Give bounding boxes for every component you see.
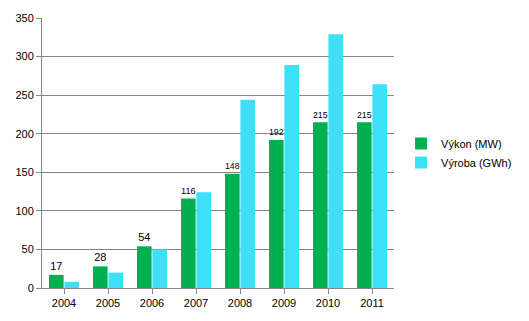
svg-text:100: 100 [15, 205, 33, 217]
svg-text:116: 116 [181, 186, 196, 196]
svg-text:2006: 2006 [140, 297, 164, 309]
svg-text:150: 150 [15, 166, 33, 178]
svg-text:50: 50 [22, 243, 34, 255]
svg-text:2008: 2008 [228, 297, 252, 309]
svg-text:2005: 2005 [96, 297, 120, 309]
svg-text:2009: 2009 [272, 297, 296, 309]
svg-text:215: 215 [357, 110, 372, 120]
svg-text:54: 54 [138, 231, 150, 243]
svg-text:2004: 2004 [52, 297, 76, 309]
svg-text:250: 250 [15, 89, 33, 101]
svg-text:215: 215 [313, 110, 328, 120]
svg-text:2011: 2011 [360, 297, 384, 309]
svg-text:192: 192 [269, 127, 284, 137]
svg-text:Výroba (GWh): Výroba (GWh) [441, 157, 511, 169]
svg-text:300: 300 [15, 50, 33, 62]
svg-text:2007: 2007 [184, 297, 208, 309]
svg-text:148: 148 [225, 161, 240, 171]
svg-text:28: 28 [94, 251, 106, 263]
svg-text:17: 17 [50, 260, 62, 272]
svg-text:350: 350 [15, 12, 33, 24]
svg-text:Výkon (MW): Výkon (MW) [441, 138, 502, 150]
svg-text:200: 200 [15, 128, 33, 140]
svg-text:2010: 2010 [316, 297, 340, 309]
svg-text:0: 0 [28, 282, 34, 294]
